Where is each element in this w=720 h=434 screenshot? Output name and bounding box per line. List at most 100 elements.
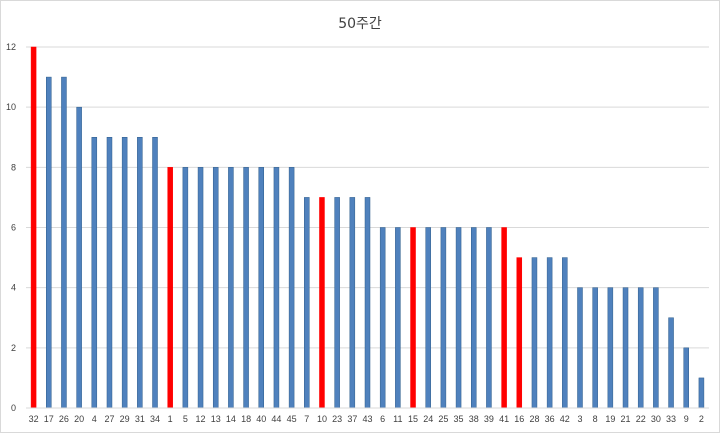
x-tick-label-22: 22	[636, 414, 646, 424]
x-tick-label-15: 15	[408, 414, 418, 424]
y-tick-label: 10	[6, 102, 16, 112]
y-axis-tick-labels: 0 2 4 6 8 10 12	[6, 42, 16, 413]
x-tick-label-44: 44	[271, 414, 281, 424]
x-tick-label-7: 7	[304, 414, 309, 424]
bar-7	[304, 197, 310, 409]
bar-44	[273, 167, 280, 409]
x-tick-label-30: 30	[651, 414, 661, 424]
y-tick-label: 6	[11, 223, 16, 233]
bar-29	[121, 137, 128, 409]
x-tick-label-13: 13	[211, 414, 221, 424]
bar-4	[91, 137, 98, 409]
x-tick-label-12: 12	[196, 414, 206, 424]
bar-highlighted-32	[30, 46, 37, 409]
bar-13	[212, 167, 219, 409]
bar-highlighted-1	[167, 167, 173, 409]
bar-35	[455, 227, 462, 409]
bar-30	[653, 287, 659, 409]
bar-38	[470, 227, 477, 409]
bar-37	[349, 197, 356, 409]
bar-36	[546, 257, 553, 409]
x-tick-label-36: 36	[545, 414, 555, 424]
bar-33	[668, 317, 674, 409]
x-tick-label-1: 1	[168, 414, 173, 424]
x-tick-label-41: 41	[499, 414, 509, 424]
x-tick-label-24: 24	[423, 414, 433, 424]
x-tick-label-3: 3	[577, 414, 582, 424]
bar-25	[440, 227, 447, 409]
y-tick-label: 4	[11, 283, 16, 293]
x-tick-label-10: 10	[317, 414, 327, 424]
x-tick-label-19: 19	[605, 414, 615, 424]
bar-20	[76, 106, 82, 409]
bar-18	[243, 167, 249, 409]
bar-17	[46, 76, 52, 409]
x-tick-label-6: 6	[380, 414, 385, 424]
x-tick-label-42: 42	[560, 414, 570, 424]
bar-highlighted-15	[410, 227, 416, 409]
x-tick-label-40: 40	[256, 414, 266, 424]
bar-26	[61, 76, 67, 409]
bar-28	[531, 257, 538, 409]
bar-8	[592, 287, 598, 409]
x-tick-label-21: 21	[621, 414, 631, 424]
x-tick-label-39: 39	[484, 414, 494, 424]
bar-14	[228, 167, 234, 409]
bar-23	[334, 197, 340, 409]
bar-19	[607, 287, 614, 409]
x-tick-label-27: 27	[104, 414, 114, 424]
chart-title: 50주간	[338, 16, 382, 32]
y-tick-label: 2	[11, 343, 16, 353]
x-tick-label-38: 38	[469, 414, 479, 424]
x-tick-label-20: 20	[74, 414, 84, 424]
bar-highlighted-41	[501, 227, 507, 409]
bar-6	[379, 227, 386, 409]
x-tick-label-35: 35	[454, 414, 464, 424]
x-tick-label-2: 2	[699, 414, 704, 424]
x-tick-label-25: 25	[438, 414, 448, 424]
x-tick-label-34: 34	[150, 414, 160, 424]
x-axis-tick-labels: 32 17 26 20 4 27 29 31 34 1 5 12 13 14 18 40 44 45 7 10 23 37…	[29, 414, 704, 424]
x-tick-label-28: 28	[529, 414, 539, 424]
bar-11	[395, 227, 401, 409]
bar-42	[562, 257, 568, 409]
x-tick-label-45: 45	[287, 414, 297, 424]
bar-3	[577, 287, 583, 409]
bar-2	[698, 377, 705, 409]
bar-27	[106, 137, 113, 409]
x-tick-label-23: 23	[332, 414, 342, 424]
y-tick-label: 0	[11, 403, 16, 413]
x-tick-label-5: 5	[183, 414, 188, 424]
x-tick-label-14: 14	[226, 414, 236, 424]
bar-9	[683, 347, 689, 409]
bar-31	[137, 137, 143, 409]
x-tick-label-31: 31	[135, 414, 145, 424]
bar-highlighted-16	[516, 257, 523, 409]
x-tick-label-4: 4	[92, 414, 97, 424]
bar-highlighted-10	[319, 197, 325, 409]
x-tick-label-8: 8	[593, 414, 598, 424]
x-tick-label-9: 9	[684, 414, 689, 424]
x-tick-label-32: 32	[29, 414, 39, 424]
x-tick-label-16: 16	[514, 414, 524, 424]
bar-12	[197, 167, 204, 409]
bar-40	[258, 167, 265, 409]
x-tick-label-26: 26	[59, 414, 69, 424]
bar-45	[288, 167, 295, 409]
x-tick-label-29: 29	[120, 414, 130, 424]
bar-21	[622, 287, 629, 409]
bar-34	[152, 137, 158, 409]
bar-43	[364, 197, 371, 409]
y-tick-label: 12	[6, 42, 16, 52]
bar-24	[425, 227, 431, 409]
y-tick-label: 8	[11, 162, 16, 172]
x-tick-label-18: 18	[241, 414, 251, 424]
bar-5	[182, 167, 189, 409]
bar-39	[486, 227, 492, 409]
x-tick-label-11: 11	[393, 414, 402, 424]
x-tick-label-37: 37	[347, 414, 357, 424]
bar-22	[637, 287, 644, 409]
x-tick-label-17: 17	[44, 414, 54, 424]
